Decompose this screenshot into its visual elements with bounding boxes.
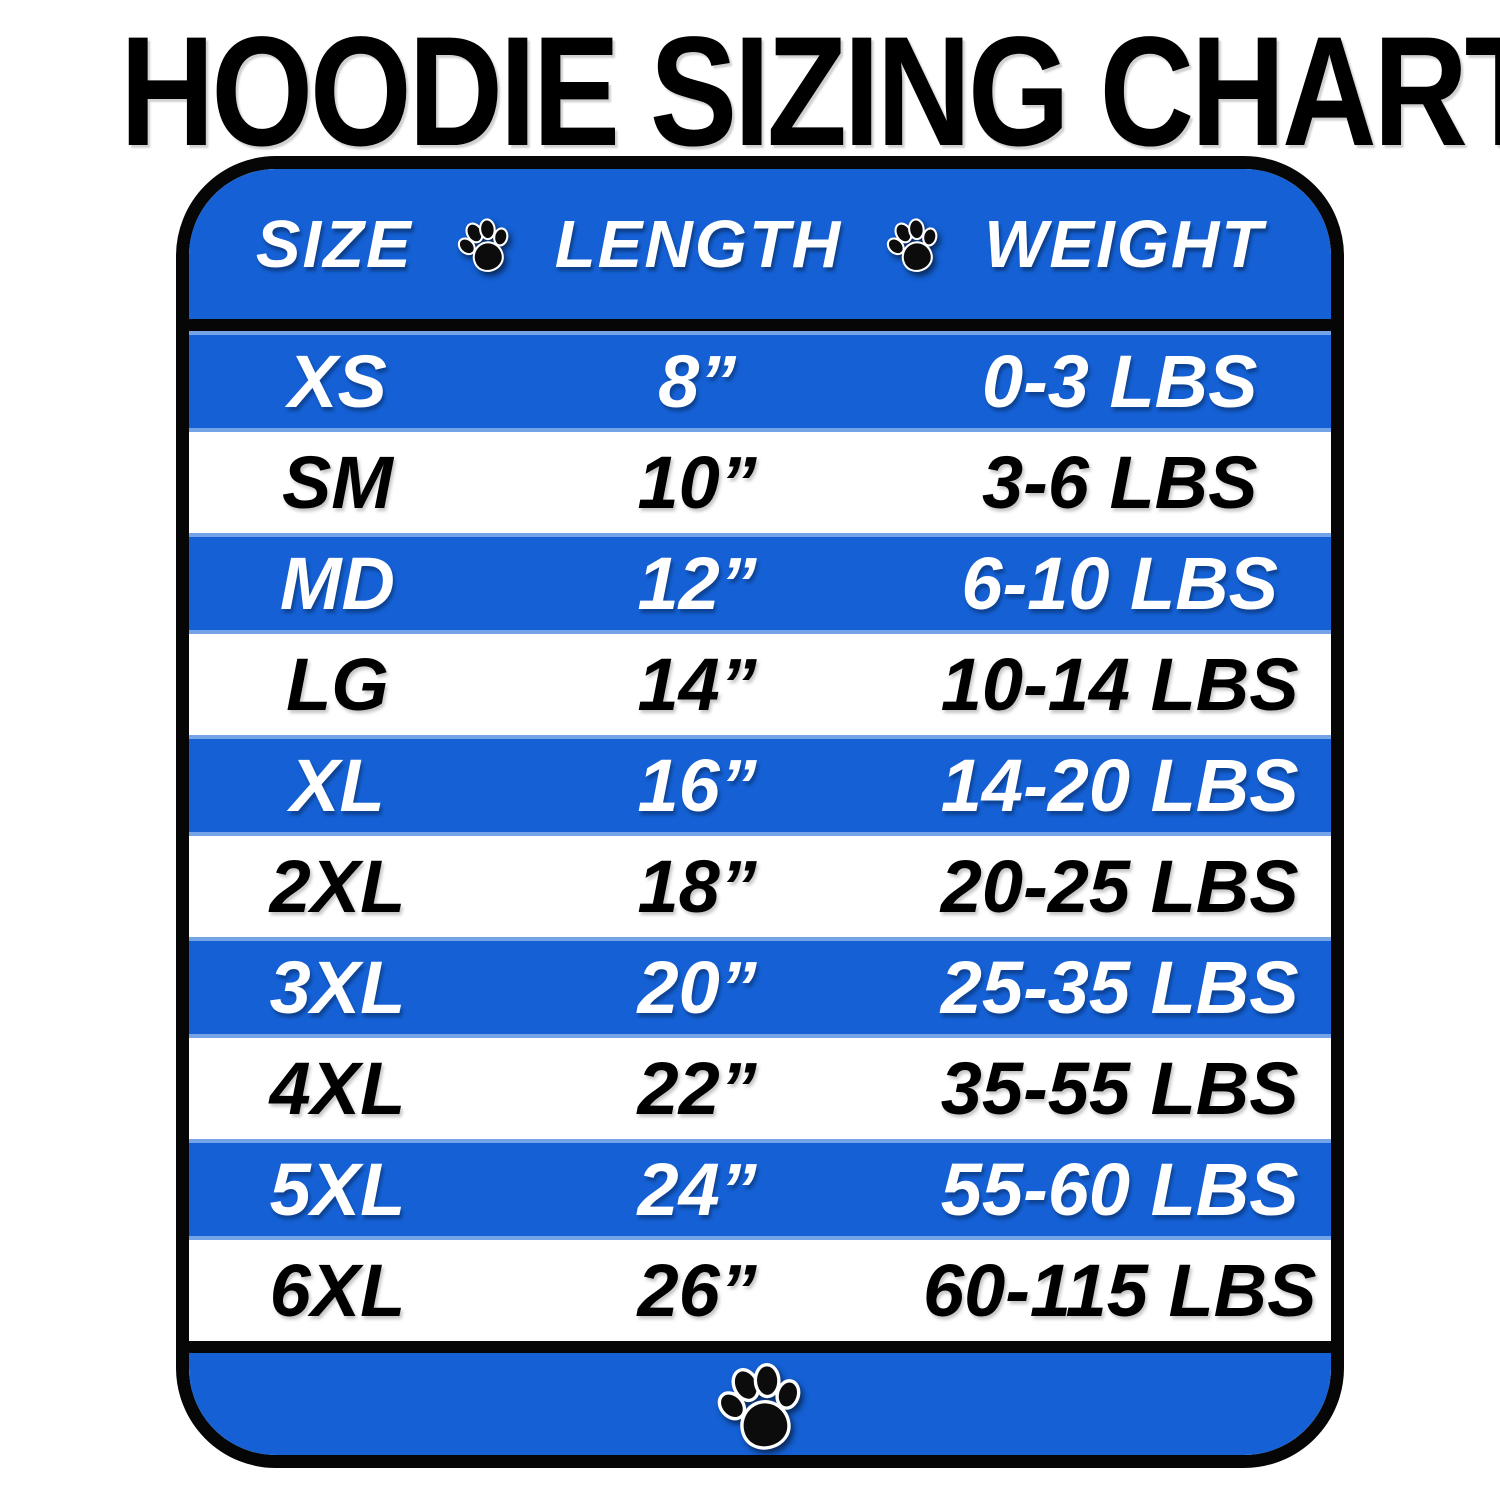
- header-divider: [189, 319, 1331, 331]
- table-row: SM 10” 3-6 LBS: [189, 432, 1331, 533]
- column-header-length: LENGTH: [554, 206, 843, 282]
- length-cell: 26”: [637, 1248, 757, 1332]
- table-row: XL 16” 14-20 LBS: [189, 735, 1331, 836]
- table-row: 5XL 24” 55-60 LBS: [189, 1139, 1331, 1240]
- weight-cell: 3-6 LBS: [981, 440, 1258, 524]
- size-cell: 2XL: [269, 844, 406, 928]
- length-cell: 22”: [637, 1046, 757, 1130]
- size-cell: LG: [286, 642, 389, 726]
- column-header-weight: WEIGHT: [984, 206, 1265, 282]
- table-row: XS 8” 0-3 LBS: [189, 331, 1331, 432]
- paw-icon: [884, 215, 942, 273]
- table-body: XS 8” 0-3 LBS SM 10” 3-6 LBS MD 12” 6-10…: [189, 331, 1331, 1341]
- weight-cell: 55-60 LBS: [940, 1147, 1299, 1231]
- table-header: SIZE LENGTH: [189, 169, 1331, 319]
- size-cell: MD: [279, 541, 395, 625]
- length-cell: 10”: [637, 440, 757, 524]
- sizing-chart-card: SIZE LENGTH: [176, 156, 1344, 1468]
- weight-cell: 20-25 LBS: [940, 844, 1299, 928]
- weight-cell: 6-10 LBS: [961, 541, 1279, 625]
- weight-cell: 35-55 LBS: [940, 1046, 1299, 1130]
- weight-cell: 25-35 LBS: [940, 945, 1299, 1029]
- length-cell: 20”: [637, 945, 757, 1029]
- paw-icon: [713, 1357, 807, 1451]
- length-cell: 14”: [637, 642, 757, 726]
- weight-cell: 60-115 LBS: [922, 1248, 1317, 1332]
- size-cell: 4XL: [269, 1046, 406, 1130]
- table-footer: [189, 1353, 1331, 1455]
- footer-divider: [189, 1341, 1331, 1353]
- table-row: 2XL 18” 20-25 LBS: [189, 836, 1331, 937]
- length-cell: 24”: [637, 1147, 757, 1231]
- page-title: HOODIE SIZING CHART: [120, 5, 1500, 179]
- weight-cell: 10-14 LBS: [940, 642, 1299, 726]
- size-cell: 5XL: [269, 1147, 406, 1231]
- table-row: 3XL 20” 25-35 LBS: [189, 937, 1331, 1038]
- paw-icon: [455, 215, 513, 273]
- table-row: MD 12” 6-10 LBS: [189, 533, 1331, 634]
- weight-cell: 0-3 LBS: [981, 339, 1258, 423]
- length-cell: 12”: [637, 541, 757, 625]
- size-cell: 6XL: [269, 1248, 406, 1332]
- table-row: 6XL 26” 60-115 LBS: [189, 1240, 1331, 1341]
- size-cell: SM: [281, 440, 393, 524]
- table-row: LG 14” 10-14 LBS: [189, 634, 1331, 735]
- length-cell: 18”: [637, 844, 757, 928]
- column-header-size: SIZE: [255, 206, 413, 282]
- weight-cell: 14-20 LBS: [940, 743, 1299, 827]
- length-cell: 8”: [658, 339, 737, 423]
- size-cell: XS: [288, 339, 387, 423]
- size-cell: XL: [290, 743, 385, 827]
- table-row: 4XL 22” 35-55 LBS: [189, 1038, 1331, 1139]
- length-cell: 16”: [637, 743, 757, 827]
- size-cell: 3XL: [269, 945, 406, 1029]
